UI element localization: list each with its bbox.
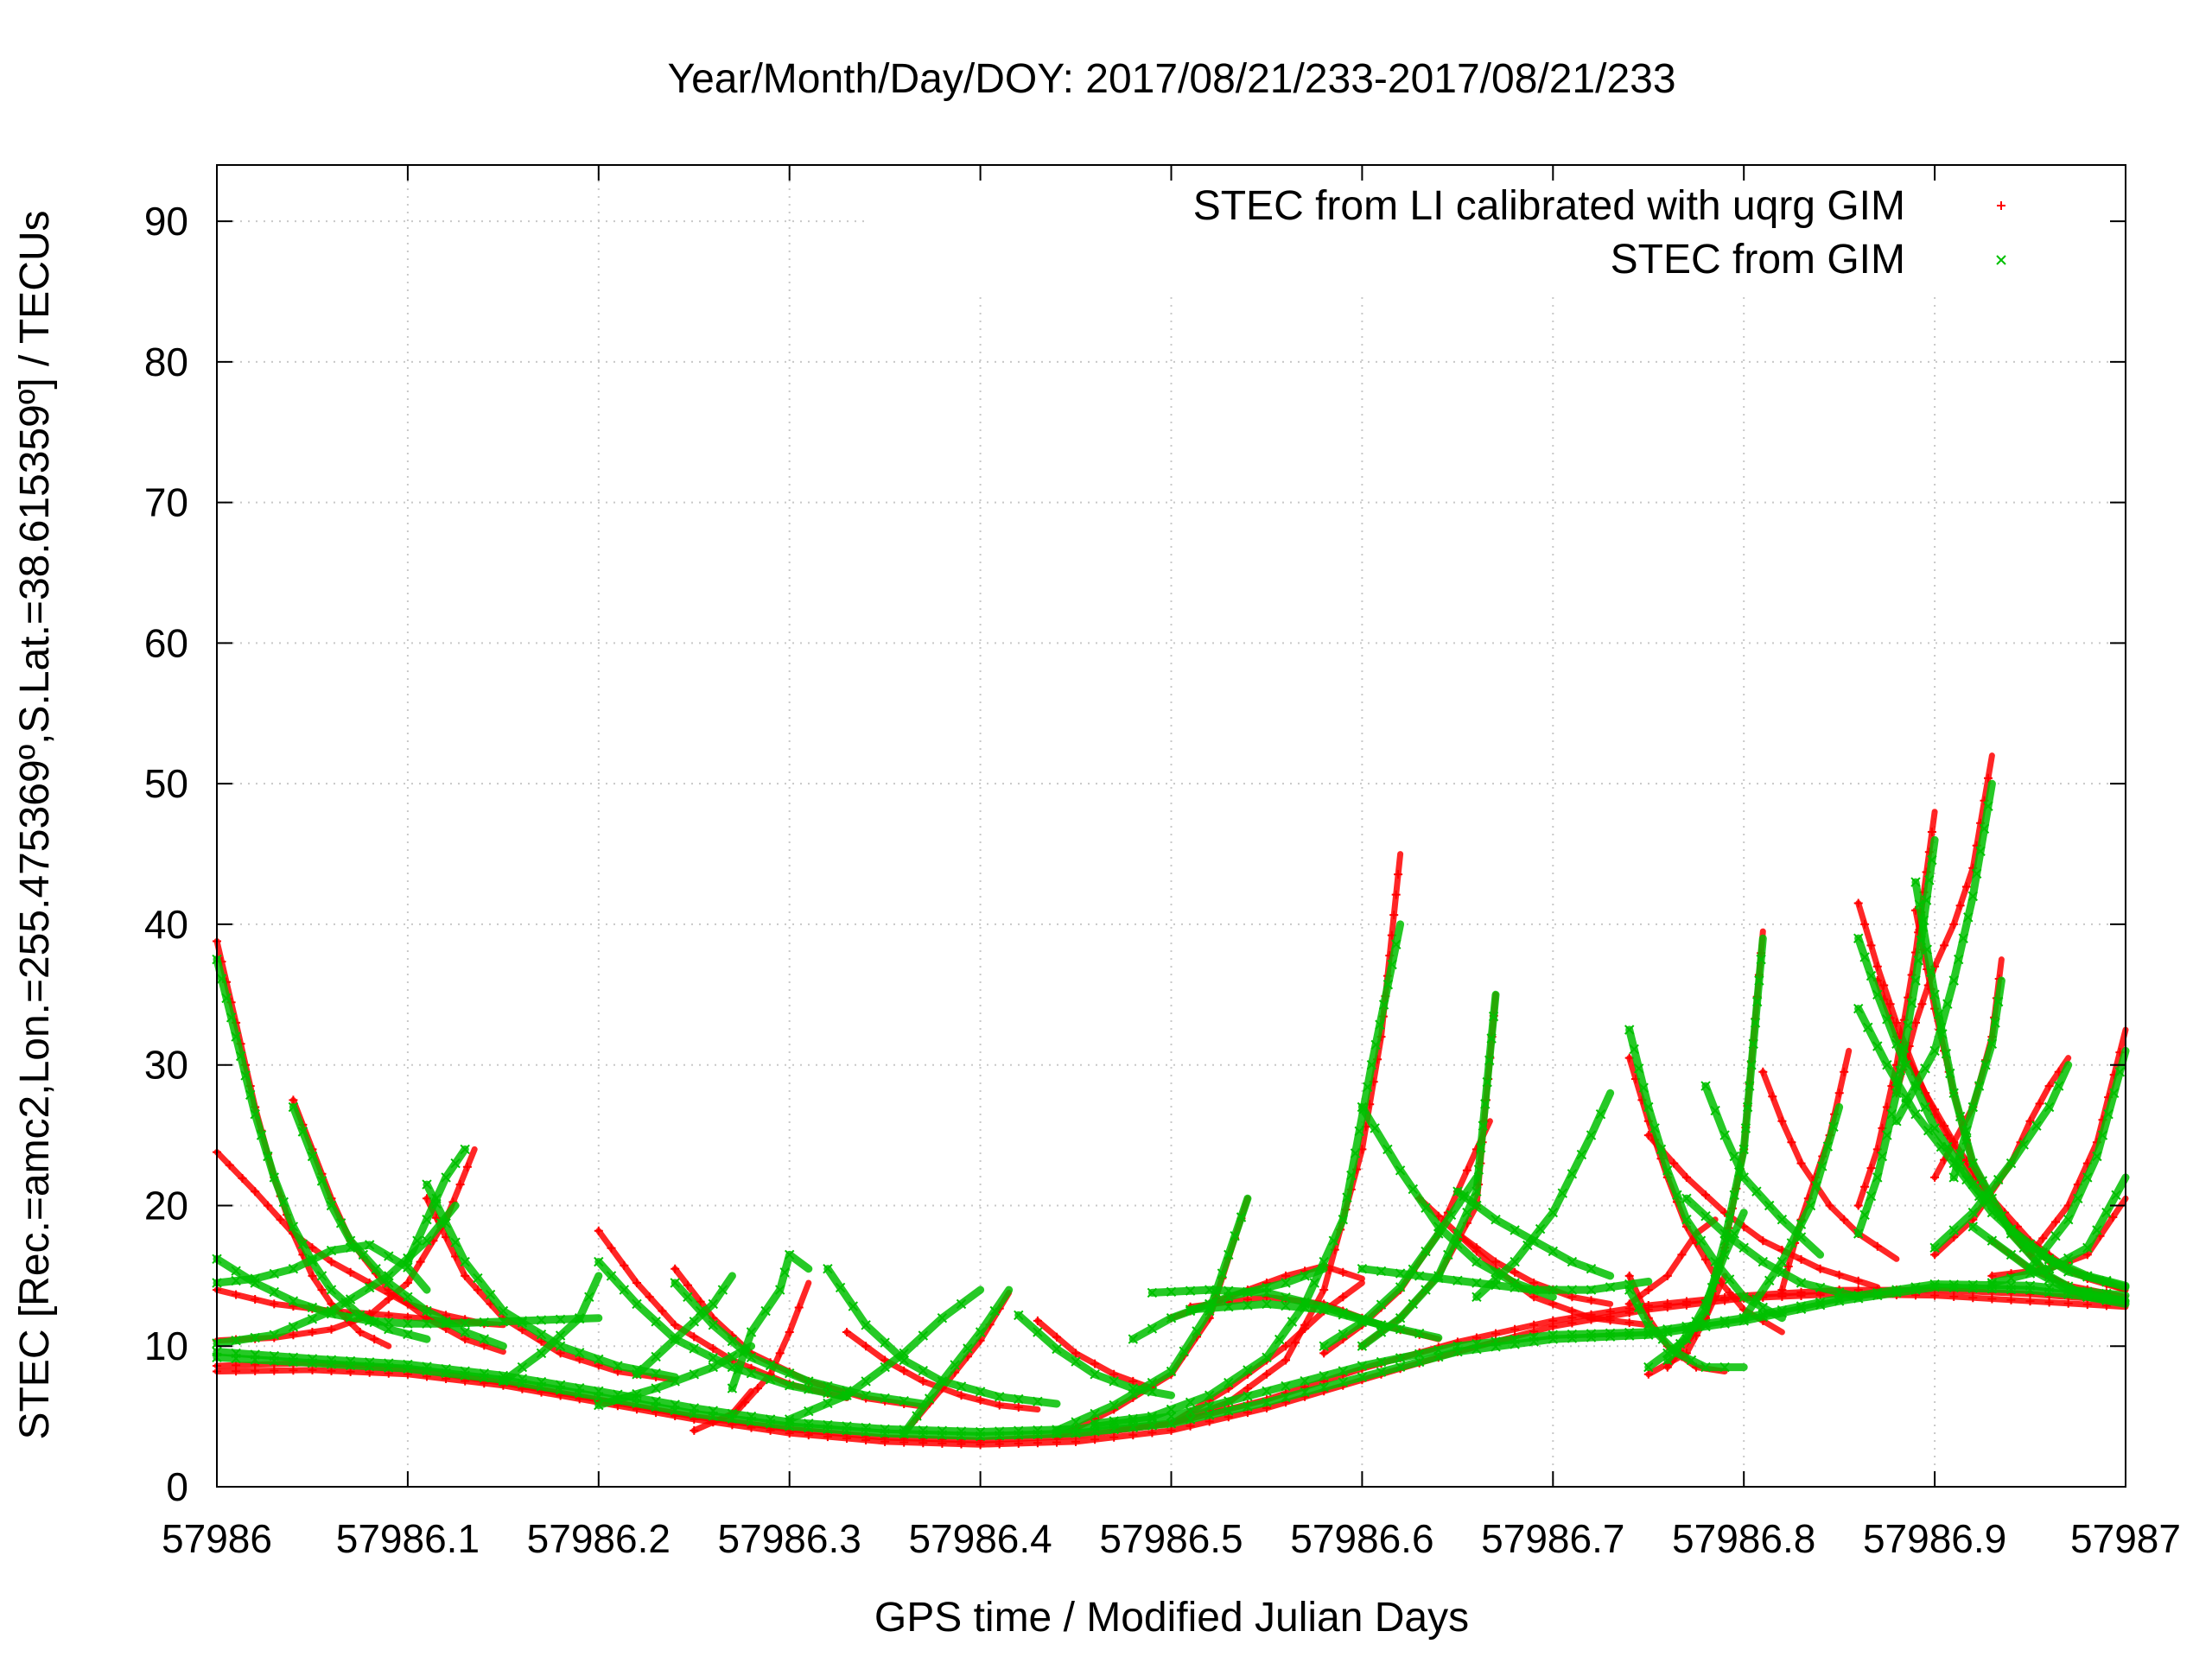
stec-markers [1681, 1193, 1845, 1298]
legend-marker-li [1997, 201, 2005, 210]
legend-cross-marker [1996, 255, 2006, 265]
stec-markers [1357, 1263, 1635, 1295]
x-tick-label: 57986.1 [336, 1516, 480, 1561]
stec-markers [1014, 1310, 1158, 1397]
stec-markers [1853, 854, 1937, 1239]
stec-markers [1185, 1298, 1425, 1339]
legend-label-li: STEC from LI calibrated with uqrg GIM [1193, 183, 1905, 229]
y-tick-label: 10 [144, 1323, 188, 1368]
stec-markers [1948, 996, 2004, 1183]
stec-track [289, 1103, 507, 1350]
data-layer [212, 752, 2130, 1450]
stec-markers [594, 1351, 738, 1411]
x-tick-label: 57986.9 [1863, 1516, 2006, 1561]
stec-markers [632, 1285, 728, 1380]
y-tick-label: 60 [144, 620, 188, 665]
y-tick-label: 20 [144, 1183, 188, 1228]
legend-background [864, 173, 2130, 294]
y-axis-title: STEC [Rec.=amc2,Lon.=255.475369º,S.Lat.=… [12, 210, 58, 1439]
stec-markers [1033, 1316, 1138, 1386]
x-tick-label: 57986.6 [1290, 1516, 1433, 1561]
chart-title: Year/Month/Day/DOY: 2017/08/21/233-2017/… [667, 56, 1675, 102]
stec-markers [1986, 1190, 2121, 1288]
x-tick-label: 57986.7 [1481, 1516, 1624, 1561]
y-tick-label: 0 [166, 1464, 188, 1509]
x-tick-label: 57986.4 [908, 1516, 1052, 1561]
stec-track [594, 1258, 851, 1401]
stec-track [213, 1202, 460, 1348]
y-tick-label: 50 [144, 761, 188, 806]
y-tick-label: 40 [144, 902, 188, 947]
stec-track [2026, 1046, 2130, 1273]
stec-markers [1662, 954, 1766, 1366]
stec-markers [498, 1292, 594, 1387]
stec-track [1949, 976, 2005, 1182]
legend: STEC from LI calibrated with uqrg GIM ST… [864, 173, 2130, 294]
stec-track [423, 1195, 678, 1383]
x-tick-label: 57987 [2070, 1516, 2181, 1561]
y-tick-label: 30 [144, 1043, 188, 1088]
stec-markers [784, 1298, 967, 1425]
stec-track [1357, 1265, 1653, 1294]
stec-markers [1700, 1081, 1807, 1242]
x-tick-label: 57986.5 [1099, 1516, 1243, 1561]
stec-markers [1357, 1101, 1539, 1295]
legend-label-gim: STEC from GIM [1611, 237, 1905, 282]
x-axis-title: GPS time / Modified Julian Days [874, 1595, 1469, 1641]
stec-markers [2024, 1067, 2126, 1274]
stec-track [2027, 1026, 2129, 1258]
stec-markers [1357, 1011, 1499, 1351]
stec-markers [1929, 1081, 2064, 1254]
stec-markers [899, 1305, 1000, 1438]
x-tick-label: 57986.2 [527, 1516, 671, 1561]
ticks-layer: 57986 57986.1 57986.2 57986.3 57986.4 57986.5… [144, 165, 2181, 1561]
y-tick-label: 90 [144, 199, 188, 244]
stec-track [1739, 1103, 1844, 1323]
stec-markers [1738, 1121, 1839, 1323]
stec-markers [412, 1144, 470, 1246]
x-tick-label: 57986 [162, 1516, 272, 1561]
legend-plus-marker [1997, 201, 2005, 210]
stec-markers [1891, 801, 1993, 1127]
stec-markers [594, 1256, 833, 1399]
stec-track [423, 1180, 679, 1381]
series-gim [212, 779, 2130, 1442]
stec-markers [690, 1409, 737, 1435]
y-tick-label: 70 [144, 480, 188, 525]
stec-markers [1319, 1190, 1469, 1351]
stec-track [1854, 1005, 2130, 1292]
stec-track [671, 1279, 927, 1408]
stec-markers [288, 1101, 490, 1344]
x-tick-label: 57986.8 [1672, 1516, 1815, 1561]
stec-markers [1090, 939, 1402, 1429]
y-tick-label: 80 [144, 340, 188, 384]
x-tick-label: 57986.3 [718, 1516, 861, 1561]
legend-marker-gim [1996, 255, 2006, 265]
stec-track [1090, 920, 1405, 1428]
stec-markers [1471, 1108, 1606, 1303]
